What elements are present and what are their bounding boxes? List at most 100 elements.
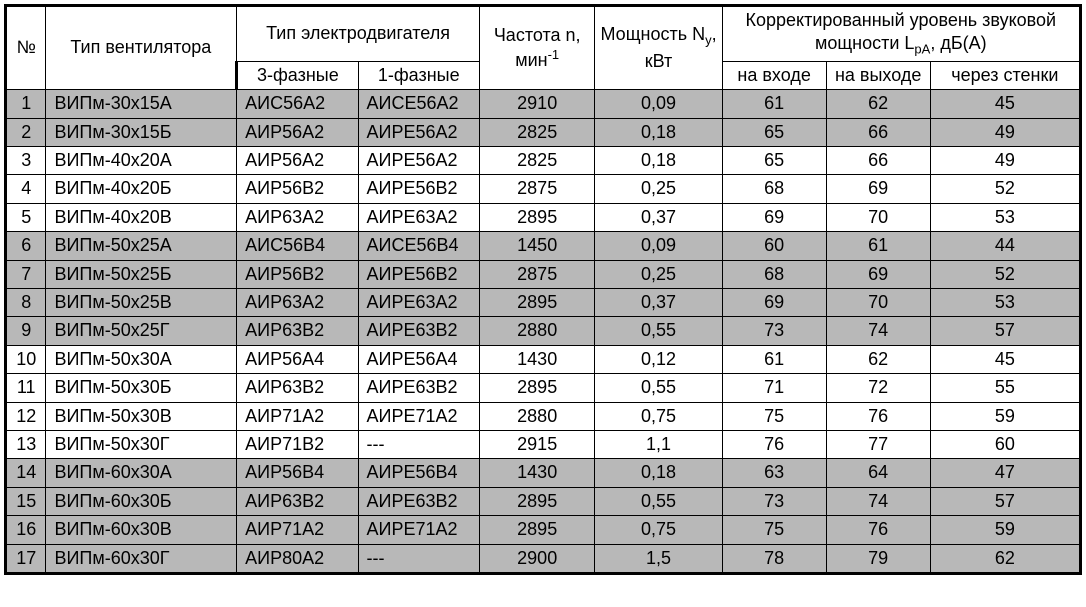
cell-value: 69 <box>826 175 930 203</box>
cell-value: 0,37 <box>595 289 722 317</box>
cell-value: 49 <box>930 118 1080 146</box>
cell-num: 3 <box>6 147 46 175</box>
cell-value: АИРЕ56А4 <box>358 345 479 373</box>
header-frequency: Частота n, мин-1 <box>479 6 595 90</box>
cell-num: 12 <box>6 402 46 430</box>
cell-value: АИС56В4 <box>237 232 358 260</box>
cell-value: АИР56А4 <box>237 345 358 373</box>
cell-value: 2895 <box>479 374 595 402</box>
cell-value: АИР71В2 <box>237 430 358 458</box>
table-row: 10ВИПм-50х30ААИР56А4АИРЕ56А414300,126162… <box>6 345 1081 373</box>
table-row: 7ВИПм-50х25БАИР56В2АИРЕ56В228750,2568695… <box>6 260 1081 288</box>
cell-value: 61 <box>722 90 826 118</box>
cell-value: 2825 <box>479 147 595 175</box>
cell-value: 74 <box>826 317 930 345</box>
cell-value: 66 <box>826 147 930 175</box>
cell-value: 70 <box>826 289 930 317</box>
table-row: 13ВИПм-50х30ГАИР71В2---29151,1767760 <box>6 430 1081 458</box>
cell-value: АИРЕ56В4 <box>358 459 479 487</box>
header-outlet: на выходе <box>826 61 930 89</box>
cell-value: 74 <box>826 487 930 515</box>
cell-fan-type: ВИПм-60х30А <box>46 459 237 487</box>
header-fan-type: Тип вентилятора <box>46 6 237 90</box>
cell-value: 57 <box>930 487 1080 515</box>
cell-value: 63 <box>722 459 826 487</box>
cell-value: АИР63В2 <box>237 317 358 345</box>
cell-value: 1430 <box>479 345 595 373</box>
cell-value: 45 <box>930 90 1080 118</box>
cell-value: 78 <box>722 544 826 573</box>
cell-value: АИРЕ63В2 <box>358 374 479 402</box>
cell-value: АИРЕ56А2 <box>358 147 479 175</box>
cell-value: 2895 <box>479 289 595 317</box>
cell-num: 15 <box>6 487 46 515</box>
table-row: 11ВИПм-50х30БАИР63В2АИРЕ63В228950,557172… <box>6 374 1081 402</box>
cell-fan-type: ВИПм-60х30Г <box>46 544 237 573</box>
cell-value: 76 <box>826 402 930 430</box>
cell-value: 2895 <box>479 203 595 231</box>
cell-value: --- <box>358 430 479 458</box>
cell-value: 53 <box>930 289 1080 317</box>
cell-value: 72 <box>826 374 930 402</box>
cell-value: 0,75 <box>595 516 722 544</box>
cell-value: 2900 <box>479 544 595 573</box>
cell-value: 59 <box>930 402 1080 430</box>
cell-value: АИР56А2 <box>237 147 358 175</box>
cell-fan-type: ВИПм-30х15А <box>46 90 237 118</box>
cell-value: 0,37 <box>595 203 722 231</box>
cell-value: 0,12 <box>595 345 722 373</box>
cell-value: 61 <box>826 232 930 260</box>
cell-fan-type: ВИПм-40х20А <box>46 147 237 175</box>
cell-value: 0,25 <box>595 175 722 203</box>
cell-value: 1,5 <box>595 544 722 573</box>
cell-value: 60 <box>930 430 1080 458</box>
header-power: Мощность Ny, кВт <box>595 6 722 90</box>
cell-fan-type: ВИПм-30х15Б <box>46 118 237 146</box>
cell-value: 49 <box>930 147 1080 175</box>
cell-value: 0,55 <box>595 487 722 515</box>
cell-value: 53 <box>930 203 1080 231</box>
cell-value: АИР63В2 <box>237 487 358 515</box>
cell-num: 6 <box>6 232 46 260</box>
cell-value: 76 <box>826 516 930 544</box>
table-row: 14ВИПм-60х30ААИР56В4АИРЕ56В414300,186364… <box>6 459 1081 487</box>
header-inlet: на входе <box>722 61 826 89</box>
cell-value: 68 <box>722 175 826 203</box>
table-row: 8ВИПм-50х25ВАИР63А2АИРЕ63А228950,3769705… <box>6 289 1081 317</box>
cell-fan-type: ВИПм-50х30А <box>46 345 237 373</box>
cell-value: 0,25 <box>595 260 722 288</box>
cell-value: 69 <box>722 289 826 317</box>
cell-value: 47 <box>930 459 1080 487</box>
cell-value: 60 <box>722 232 826 260</box>
cell-value: 52 <box>930 175 1080 203</box>
cell-value: 45 <box>930 345 1080 373</box>
cell-num: 7 <box>6 260 46 288</box>
cell-value: 77 <box>826 430 930 458</box>
cell-value: --- <box>358 544 479 573</box>
cell-value: АИР56В2 <box>237 175 358 203</box>
table-row: 12ВИПм-50х30ВАИР71А2АИРЕ71А228800,757576… <box>6 402 1081 430</box>
cell-num: 9 <box>6 317 46 345</box>
table-row: 3ВИПм-40х20ААИР56А2АИРЕ56А228250,1865664… <box>6 147 1081 175</box>
cell-value: 52 <box>930 260 1080 288</box>
cell-value: АИР71А2 <box>237 402 358 430</box>
cell-value: 59 <box>930 516 1080 544</box>
cell-value: АИС56А2 <box>237 90 358 118</box>
cell-value: 2895 <box>479 487 595 515</box>
cell-value: АИСЕ56А2 <box>358 90 479 118</box>
table-row: 17ВИПм-60х30ГАИР80А2---29001,5787962 <box>6 544 1081 573</box>
cell-value: АИСЕ56В4 <box>358 232 479 260</box>
cell-value: АИР56А2 <box>237 118 358 146</box>
cell-value: АИРЕ63А2 <box>358 289 479 317</box>
cell-value: 2895 <box>479 516 595 544</box>
cell-fan-type: ВИПм-60х30В <box>46 516 237 544</box>
header-motor-type: Тип электродвигателя <box>237 6 480 62</box>
cell-num: 4 <box>6 175 46 203</box>
table-row: 1ВИПм-30х15ААИС56А2АИСЕ56А229100,0961624… <box>6 90 1081 118</box>
cell-value: 2880 <box>479 317 595 345</box>
cell-value: 0,09 <box>595 90 722 118</box>
cell-value: АИР63А2 <box>237 203 358 231</box>
cell-fan-type: ВИПм-40х20В <box>46 203 237 231</box>
cell-value: АИРЕ63А2 <box>358 203 479 231</box>
cell-fan-type: ВИПм-50х30Б <box>46 374 237 402</box>
